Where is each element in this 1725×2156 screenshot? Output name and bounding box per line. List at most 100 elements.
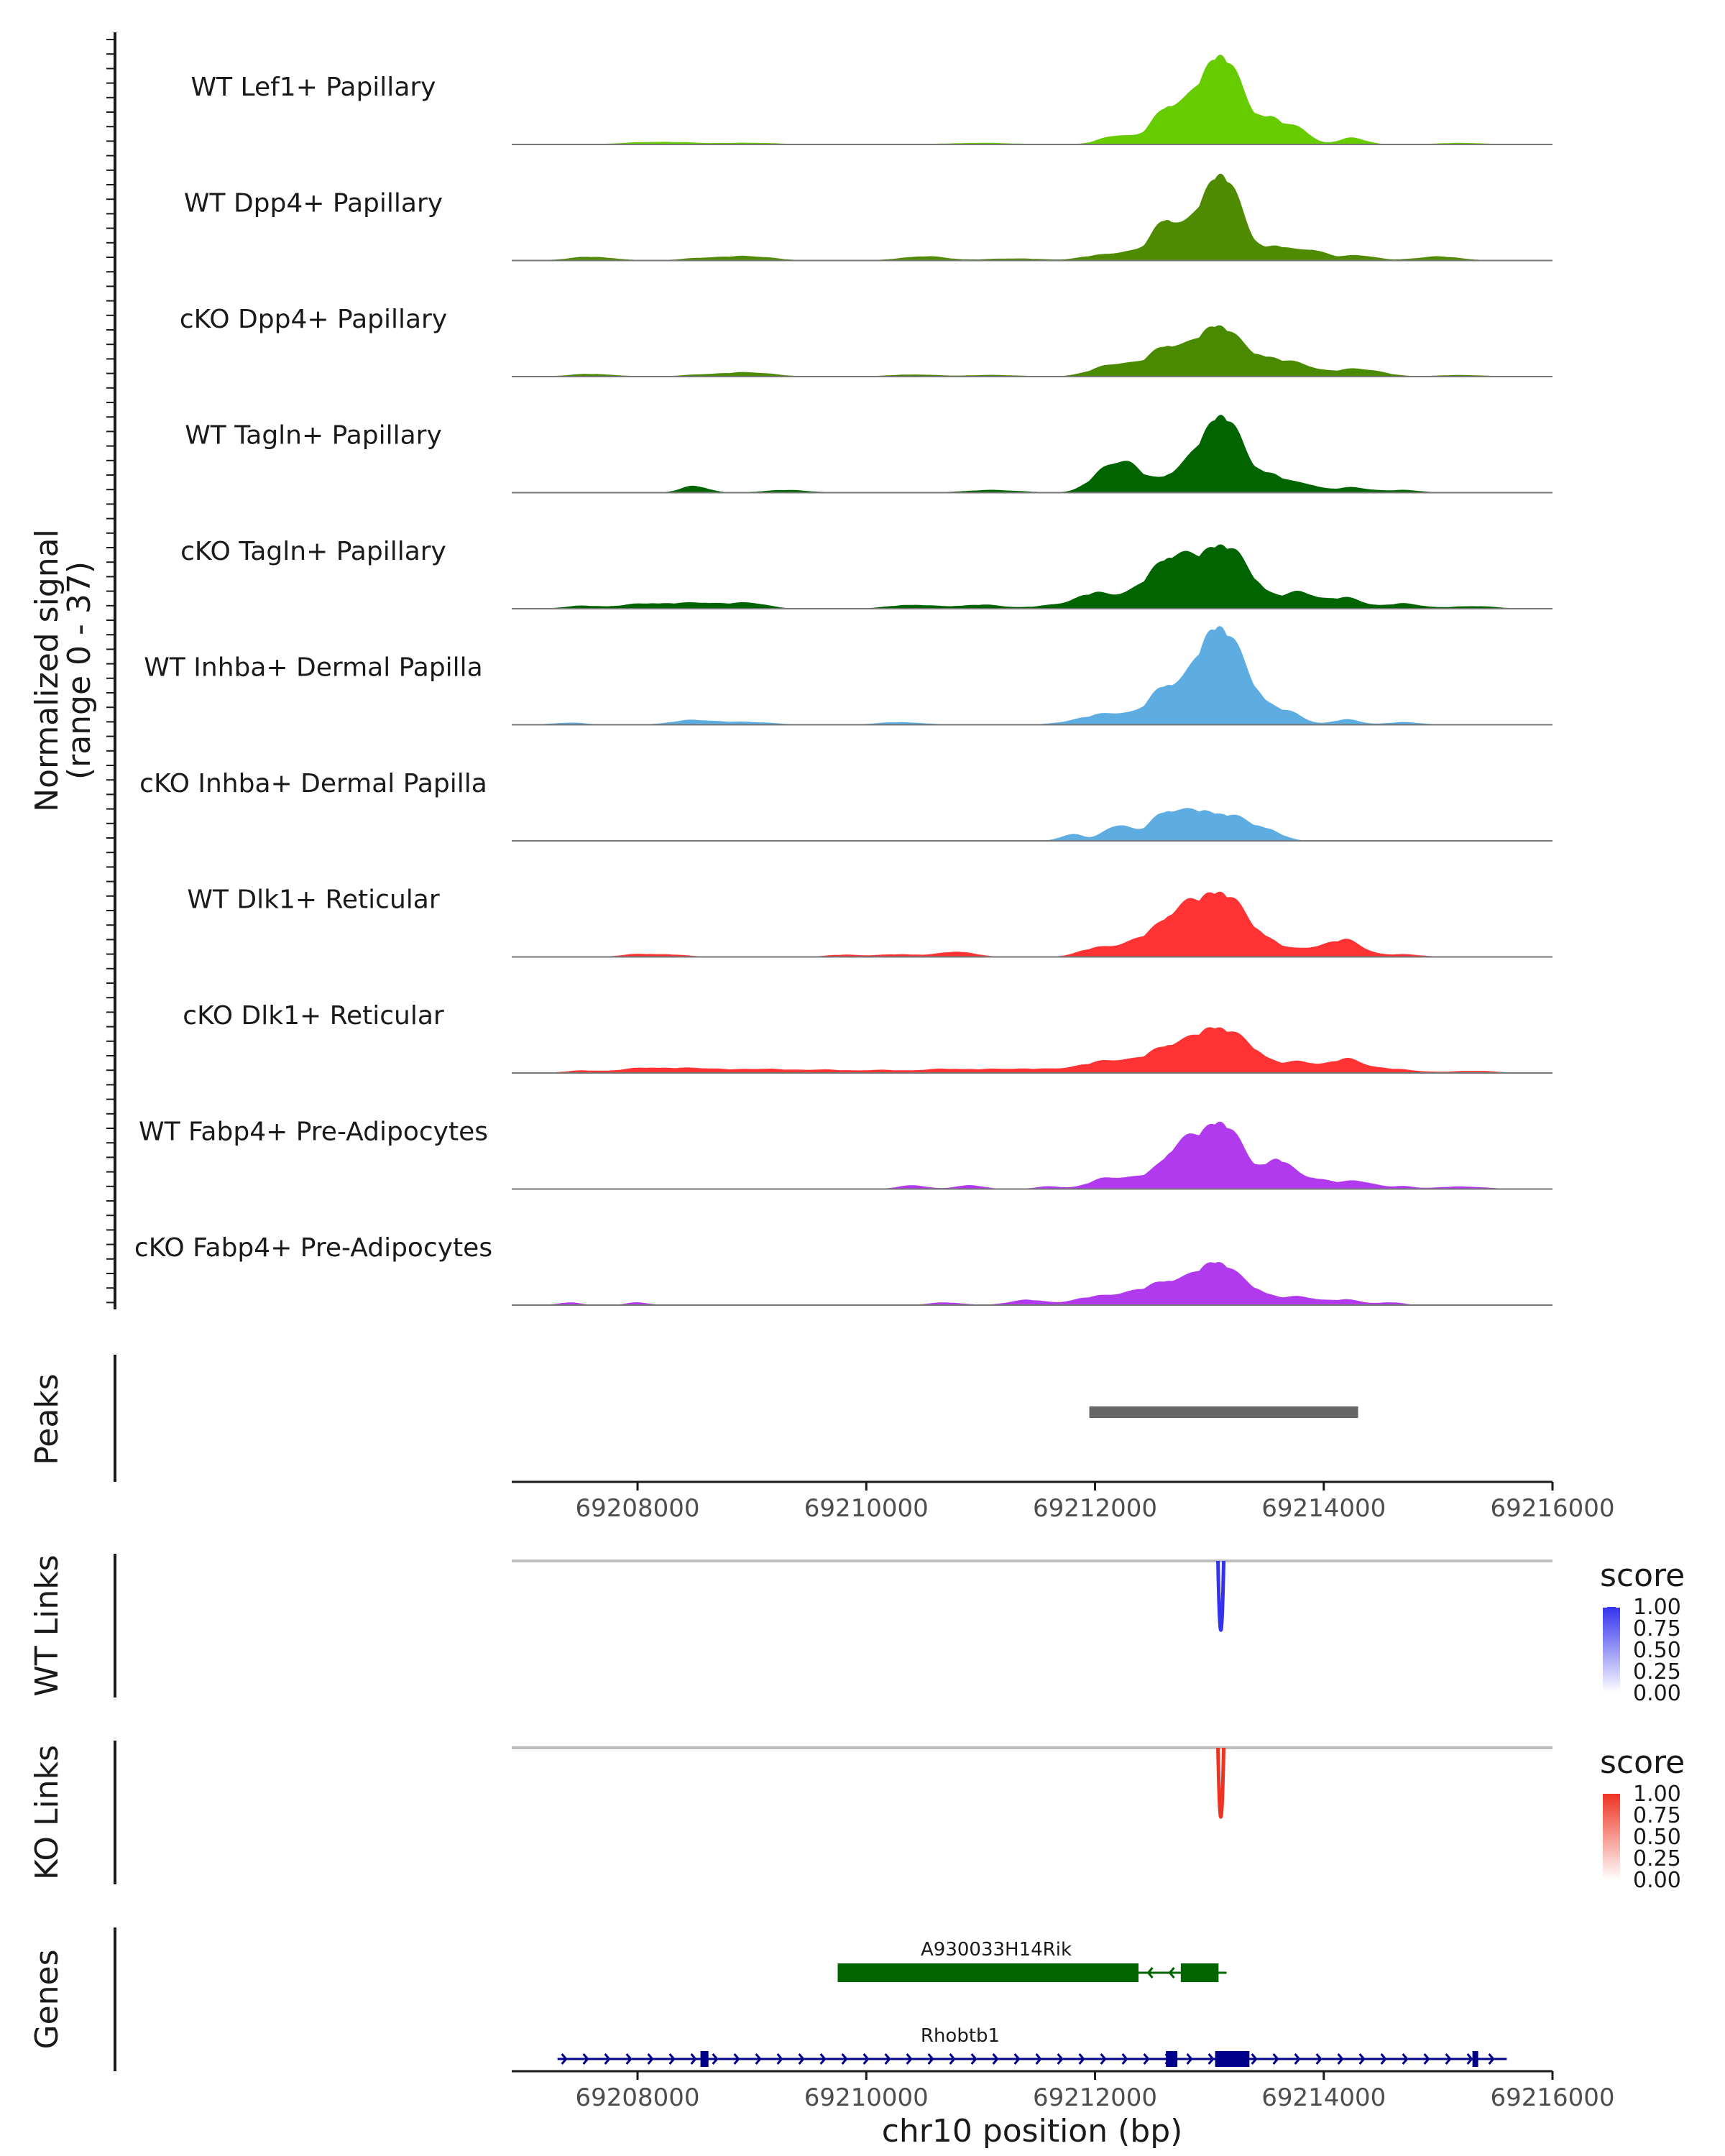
strand-arrow-icon — [927, 2053, 934, 2065]
strand-arrow-icon — [1423, 2053, 1430, 2065]
coverage-track-label: WT Dlk1+ Reticular — [187, 885, 439, 915]
strand-arrow-icon — [712, 2053, 719, 2065]
gene-name: Rhobtb1 — [921, 2025, 1000, 2047]
strand-arrow-icon — [1315, 2053, 1322, 2065]
strand-arrow-icon — [1035, 2053, 1042, 2065]
coverage-area — [512, 325, 1552, 377]
ko-links-track — [512, 1746, 1552, 1819]
link-arc — [1216, 1560, 1226, 1632]
coverage-track: WT Dlk1+ Reticular — [187, 885, 1552, 958]
strand-arrow-icon — [1013, 2053, 1021, 2065]
x-axis-tick-label: 69210000 — [804, 1494, 929, 1523]
wt-legend-title: score — [1600, 1557, 1685, 1594]
gene-model: A930033H14Rik — [837, 1939, 1227, 1982]
ko-score-legend: score 1.00 0.75 0.50 0.25 0.00 — [1600, 1744, 1685, 1893]
strand-arrow-icon — [970, 2053, 978, 2065]
coverage-track-label: cKO Tagln+ Papillary — [180, 537, 446, 566]
ko-legend-title: score — [1600, 1744, 1685, 1781]
wt-legend-label: 0.75 — [1633, 1616, 1681, 1641]
strand-arrow-icon — [1488, 2053, 1495, 2065]
gene-exon — [1472, 2051, 1478, 2067]
strand-arrow-icon — [604, 2053, 611, 2065]
coverage-area — [512, 173, 1552, 261]
x-axis-tick-label: 69212000 — [1033, 1494, 1157, 1523]
peaks-track — [1089, 1406, 1358, 1418]
peaks-track-label: Peaks — [29, 1373, 65, 1465]
x-axis-tick-label: 69210000 — [804, 2083, 929, 2112]
x-axis-tick-label: 69216000 — [1490, 1494, 1614, 1523]
coverage-area — [512, 626, 1552, 725]
x-axis-bottom: 69208000 69210000 69212000 69214000 69216000 — [576, 2071, 1615, 2112]
link-arc — [1216, 1747, 1226, 1819]
ko-legend-label: 1.00 — [1633, 1782, 1681, 1807]
wt-legend-label: 0.00 — [1633, 1681, 1681, 1706]
coverage-track-label: cKO Fabp4+ Pre-Adipocytes — [134, 1233, 492, 1263]
coverage-area — [512, 544, 1552, 609]
strand-arrow-icon — [647, 2053, 654, 2065]
strand-arrow-icon — [1402, 2053, 1409, 2065]
strand-arrow-icon — [1100, 2053, 1107, 2065]
strand-arrow-icon — [1380, 2053, 1387, 2065]
gene-exon — [1180, 1963, 1219, 1982]
coverage-track-label: WT Inhba+ Dermal Papilla — [144, 653, 482, 683]
coverage-track: WT Dpp4+ Papillary — [184, 173, 1552, 262]
coverage-track: cKO Fabp4+ Pre-Adipocytes — [134, 1233, 1552, 1306]
coverage-track: WT Tagln+ Papillary — [185, 415, 1552, 494]
coverage-track-label: WT Dpp4+ Papillary — [184, 189, 443, 218]
coverage-track-label: WT Tagln+ Papillary — [185, 421, 442, 451]
gene-name: A930033H14Rik — [921, 1939, 1072, 1961]
strand-arrow-icon — [582, 2053, 589, 2065]
strand-arrow-icon — [906, 2053, 913, 2065]
ko-links-label: KO Links — [29, 1745, 65, 1880]
strand-arrow-icon — [1168, 1967, 1175, 1978]
x-axis-tick-label: 69216000 — [1490, 2083, 1614, 2112]
gene-exon — [1166, 2051, 1178, 2067]
gene-exon — [700, 2051, 709, 2067]
ko-legend-label: 0.50 — [1633, 1825, 1681, 1850]
genes-track-label: Genes — [29, 1949, 65, 2049]
coverage-area — [512, 55, 1552, 144]
strand-arrow-icon — [798, 2053, 805, 2065]
wt-links-track — [512, 1560, 1552, 1632]
x-axis-tick-label: 69212000 — [1033, 2083, 1157, 2112]
strand-arrow-icon — [1358, 2053, 1366, 2065]
gene-exon — [1215, 2051, 1250, 2067]
strand-arrow-icon — [1186, 2053, 1193, 2065]
coverage-track: cKO Dlk1+ Reticular — [183, 1001, 1552, 1074]
coverage-area — [512, 891, 1552, 957]
wt-legend-label: 1.00 — [1633, 1595, 1681, 1620]
strand-arrow-icon — [1121, 2053, 1128, 2065]
coverage-track: cKO Dpp4+ Papillary — [180, 305, 1552, 377]
coverage-area — [512, 415, 1552, 493]
strand-arrow-icon — [1208, 2053, 1215, 2065]
strand-arrow-icon — [992, 2053, 999, 2065]
wt-score-legend: score 1.00 0.75 0.50 0.25 0.00 — [1600, 1557, 1685, 1706]
coverage-track-label: WT Fabp4+ Pre-Adipocytes — [139, 1118, 488, 1147]
strand-arrow-icon — [625, 2053, 632, 2065]
ko-legend-colorbar — [1603, 1794, 1620, 1880]
coverage-track-label: WT Lef1+ Papillary — [191, 73, 436, 102]
x-axis-tick-label: 69208000 — [576, 1494, 700, 1523]
coverage-track-label: cKO Inhba+ Dermal Papilla — [139, 769, 487, 798]
coverage-track: cKO Inhba+ Dermal Papilla — [139, 769, 1552, 842]
coverage-axis-ticks — [106, 39, 115, 1304]
coverage-area — [512, 1027, 1552, 1073]
gene-model: Rhobtb1 — [557, 2025, 1507, 2067]
ko-legend-label: 0.25 — [1633, 1846, 1681, 1871]
strand-arrow-icon — [1294, 2053, 1301, 2065]
ko-legend-label: 0.00 — [1633, 1868, 1681, 1893]
coverage-ylabel-range: (range 0 - 37) — [61, 561, 98, 780]
strand-arrow-icon — [949, 2053, 956, 2065]
strand-arrow-icon — [884, 2053, 891, 2065]
strand-arrow-icon — [841, 2053, 848, 2065]
coverage-track: WT Lef1+ Papillary — [191, 55, 1552, 145]
coverage-track: WT Fabp4+ Pre-Adipocytes — [139, 1118, 1552, 1190]
x-axis-tick-label: 69214000 — [1261, 1494, 1386, 1523]
strand-arrow-icon — [1272, 2053, 1279, 2065]
wt-legend-label: 0.25 — [1633, 1659, 1681, 1685]
strand-arrow-icon — [1445, 2053, 1452, 2065]
strand-arrow-icon — [1143, 2053, 1150, 2065]
x-axis-top: 69208000 69210000 69212000 69214000 69216000 — [576, 1482, 1615, 1523]
wt-links-label: WT Links — [29, 1554, 65, 1696]
